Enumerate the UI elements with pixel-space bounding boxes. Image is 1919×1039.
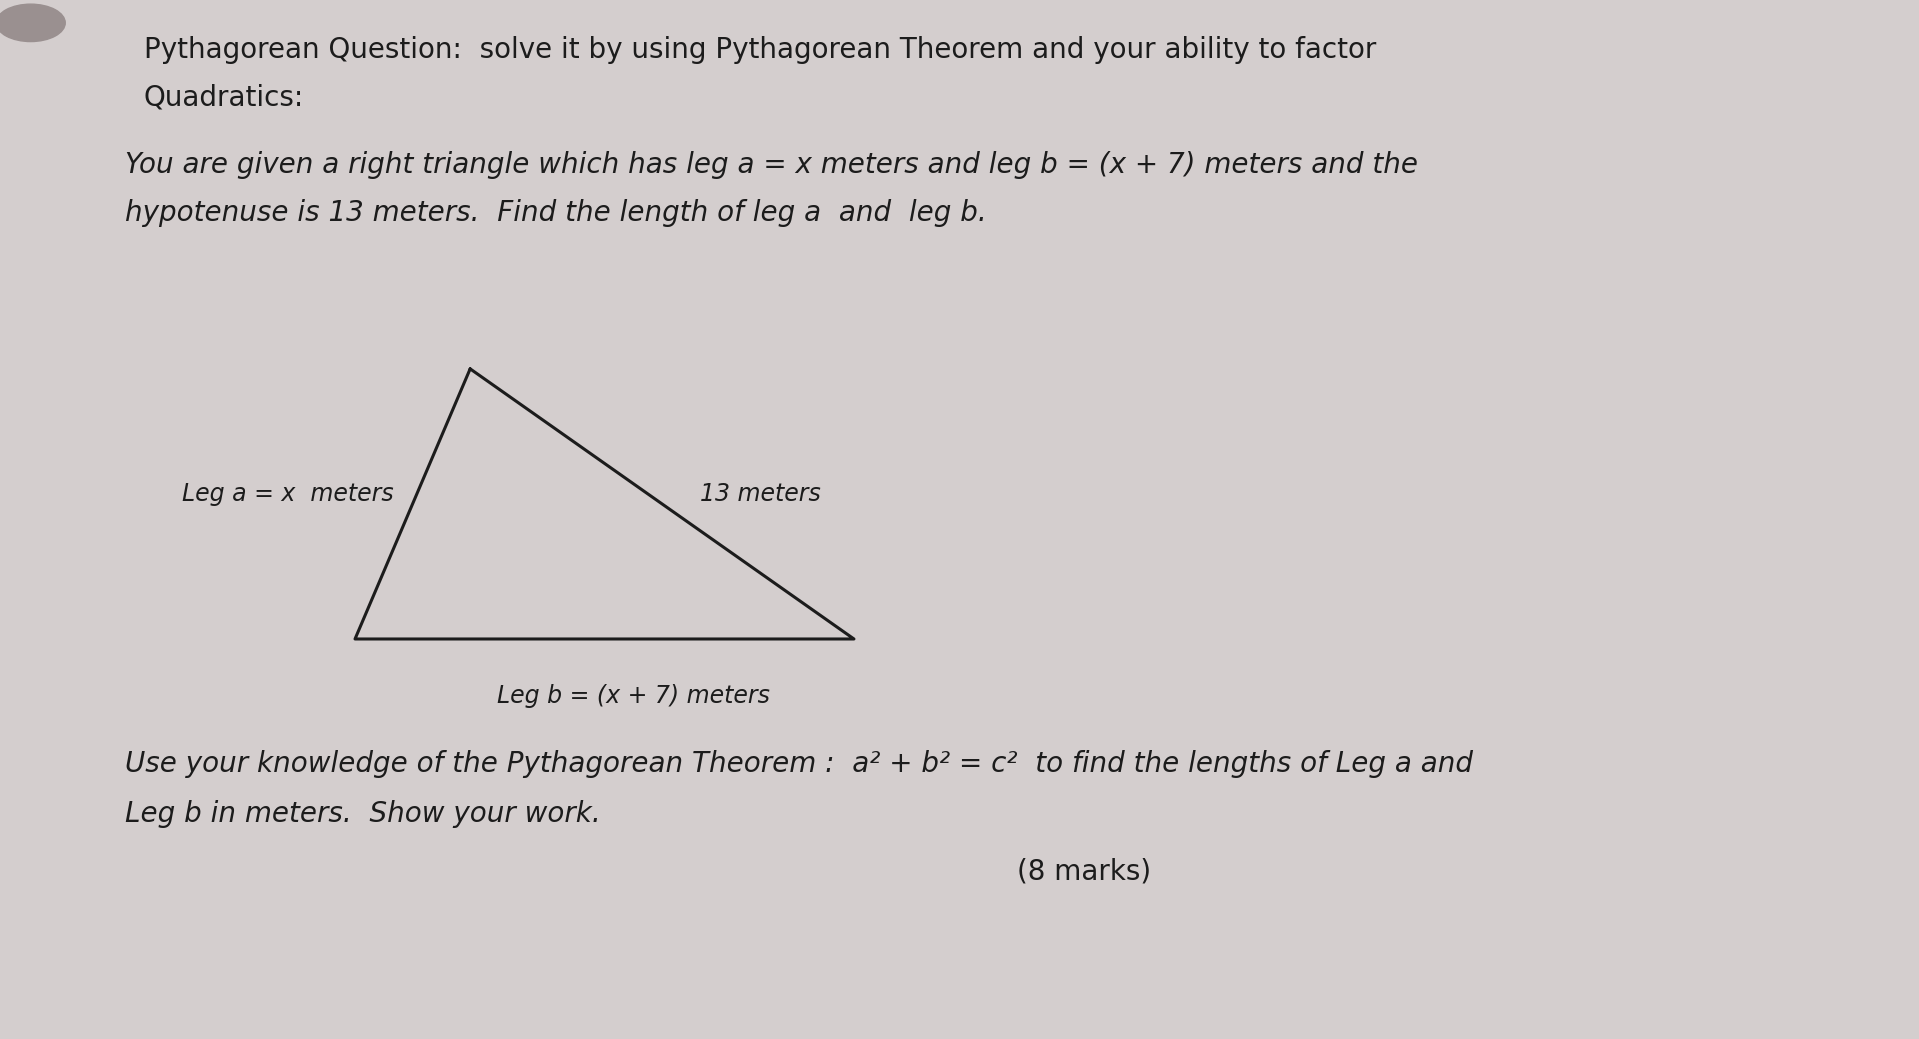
Text: Leg b = (x + 7) meters: Leg b = (x + 7) meters	[497, 684, 770, 709]
Text: Quadratics:: Quadratics:	[144, 83, 305, 111]
Text: (8 marks): (8 marks)	[1017, 857, 1151, 885]
Text: Leg b in meters.  Show your work.: Leg b in meters. Show your work.	[125, 800, 601, 828]
Text: Use your knowledge of the Pythagorean Theorem :  a² + b² = c²  to find the lengt: Use your knowledge of the Pythagorean Th…	[125, 750, 1472, 778]
Text: You are given a right triangle which has leg a = x meters and leg b = (x + 7) me: You are given a right triangle which has…	[125, 151, 1418, 179]
Circle shape	[0, 4, 65, 42]
Text: 13 meters: 13 meters	[700, 481, 821, 506]
Text: hypotenuse is 13 meters.  Find the length of leg a  and  leg b.: hypotenuse is 13 meters. Find the length…	[125, 199, 986, 228]
Text: Pythagorean Question:  solve it by using Pythagorean Theorem and your ability to: Pythagorean Question: solve it by using …	[144, 36, 1376, 64]
Text: Leg a = x  meters: Leg a = x meters	[182, 481, 393, 506]
